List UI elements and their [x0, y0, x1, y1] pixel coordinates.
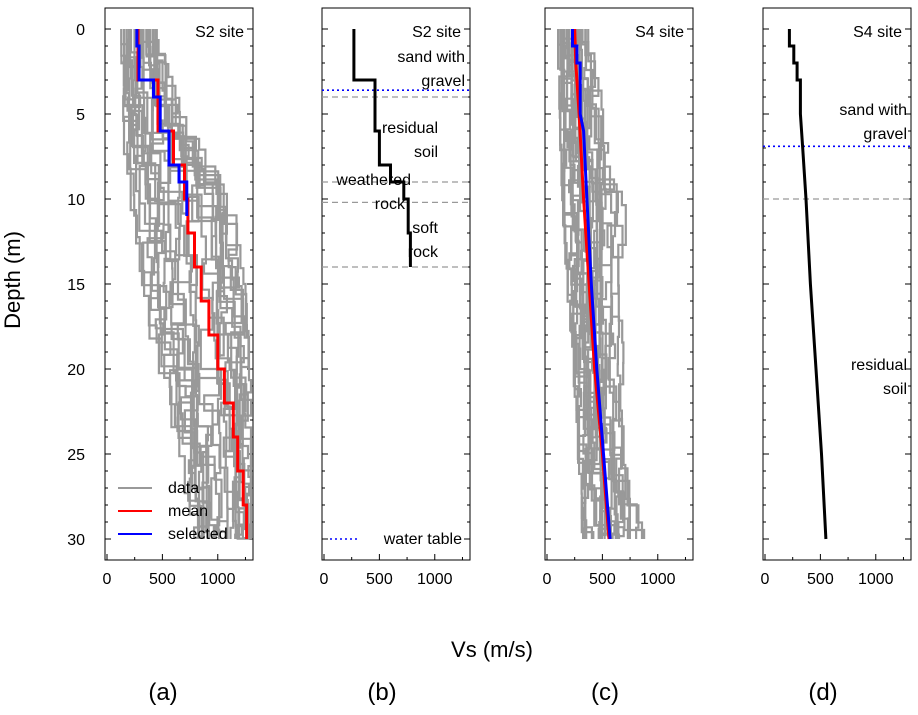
y-tick-label: 15	[67, 277, 85, 294]
data-trace	[145, 29, 240, 539]
x-tick-label: 1000	[417, 571, 453, 588]
x-tick-label: 1000	[640, 571, 676, 588]
data-trace	[141, 29, 241, 539]
data-trace	[561, 29, 603, 539]
layer-label: residual	[851, 357, 907, 374]
data-trace	[129, 29, 221, 539]
x-tick-label: 0	[761, 571, 770, 588]
x-tick-label: 500	[366, 571, 393, 588]
legend-label: water table	[383, 531, 462, 548]
legend: data mean selected	[118, 480, 228, 543]
plot-frame	[762, 7, 912, 561]
layer-label: sand with	[397, 49, 465, 66]
y-axis-label: Depth (m)	[0, 231, 25, 329]
x-tick-label: 0	[320, 571, 329, 588]
legend-label: mean	[168, 503, 208, 520]
x-tick-label: 500	[807, 571, 834, 588]
legend-label: data	[168, 480, 199, 497]
panel-letter: (c)	[591, 679, 619, 706]
data-trace	[152, 29, 253, 539]
data-trace	[584, 29, 631, 539]
panel-letter: (d)	[808, 679, 837, 706]
layer-label: weathered	[335, 172, 411, 189]
layer-label: soil	[883, 381, 907, 398]
panel-letter: (a)	[148, 679, 177, 706]
series-profile	[352, 29, 412, 267]
legend-label: selected	[168, 526, 228, 543]
series-selected	[571, 29, 612, 540]
site-label: S2 site	[412, 24, 461, 41]
x-tick-label: 500	[149, 571, 176, 588]
panel-3: 0 500 1000 S4 site (c)	[543, 7, 694, 706]
data-trace	[581, 29, 644, 539]
layer-label: soft	[412, 220, 438, 237]
layer-label: rock	[375, 196, 406, 213]
data-traces	[120, 29, 253, 540]
y-tick-label: 30	[67, 532, 85, 549]
data-trace	[560, 29, 591, 539]
data-trace	[142, 29, 229, 539]
series-profile	[787, 29, 828, 540]
data-trace	[126, 29, 210, 539]
x-tick-label: 0	[103, 571, 112, 588]
y-tick-label: 25	[67, 447, 85, 464]
y-tick-label: 0	[76, 22, 85, 39]
x-tick-label: 0	[543, 571, 552, 588]
y-tick-label: 5	[76, 107, 85, 124]
layer-label: gravel	[421, 73, 465, 90]
x-tick-label: 1000	[858, 571, 894, 588]
layer-label: rock	[408, 244, 439, 261]
panel-letter: (b)	[367, 679, 396, 706]
layer-label: soil	[414, 144, 438, 161]
data-trace	[128, 29, 212, 539]
data-trace	[140, 29, 222, 539]
site-label: S2 site	[195, 24, 244, 41]
series-mean	[136, 29, 249, 539]
layer-label: gravel	[863, 126, 907, 143]
x-axis-label: Vs (m/s)	[451, 637, 533, 662]
legend: water table	[330, 531, 462, 548]
layer-label: residual	[382, 120, 438, 137]
panel-4: 0 500 1000 S4 site sand with gravel residual so…	[761, 7, 912, 706]
panel-2: 0 500 1000 S2 site sand with gravel residual so…	[320, 7, 471, 706]
panel-1: 0 5 10 15 20 25 30 0 500 1000 S2 site data mean selec…	[67, 7, 254, 706]
x-tick-label: 500	[589, 571, 616, 588]
site-label: S4 site	[635, 24, 684, 41]
x-tick-label: 1000	[200, 571, 236, 588]
data-trace	[128, 29, 210, 539]
y-tick-label: 10	[67, 192, 85, 209]
site-label: S4 site	[853, 24, 902, 41]
layer-label: sand with	[839, 102, 907, 119]
series-selected	[135, 29, 189, 216]
y-tick-label: 20	[67, 362, 85, 379]
data-trace	[570, 29, 608, 539]
data-traces	[557, 29, 646, 539]
panels: 0 5 10 15 20 25 30 0 500 1000 S2 site data mean selec…	[67, 7, 912, 706]
